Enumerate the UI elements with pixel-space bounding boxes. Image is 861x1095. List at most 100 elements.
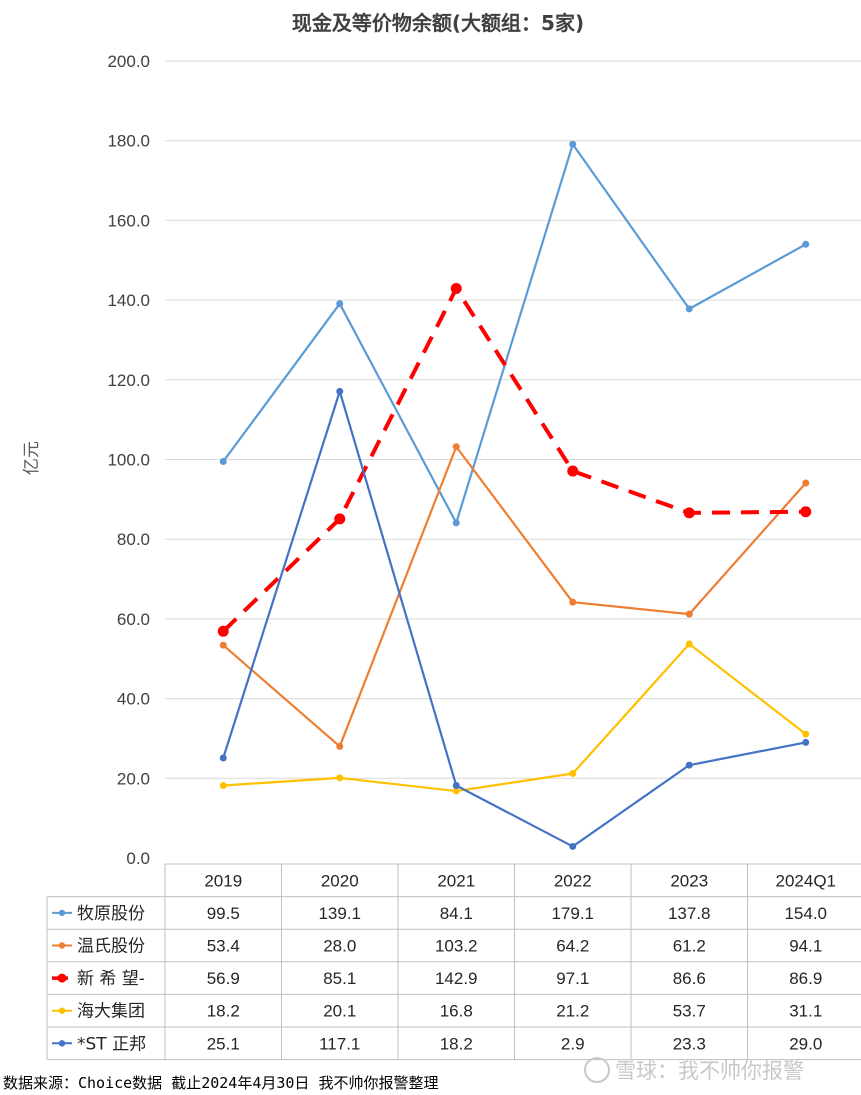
data-point <box>569 140 577 148</box>
data-point <box>567 465 579 477</box>
data-point <box>336 742 344 750</box>
y-tick-label: 160.0 <box>107 211 150 230</box>
data-label: 28.0 <box>323 937 356 956</box>
data-point <box>569 770 577 778</box>
data-point <box>802 240 810 248</box>
data-point <box>683 507 695 519</box>
data-label: 99.5 <box>207 904 240 923</box>
data-point <box>802 730 810 738</box>
y-tick-label: 140.0 <box>107 291 150 310</box>
series-line <box>222 143 807 524</box>
data-point <box>336 774 344 782</box>
x-tick-label: 2021 <box>437 871 475 890</box>
chart-title: 现金及等价物余额(大额组：5家) <box>292 11 584 35</box>
source-note: 数据来源：Choice数据 截止2024年4月30日 我不帅你报警整理 <box>3 1074 438 1092</box>
data-label: 25.1 <box>207 1034 240 1053</box>
data-point <box>685 610 693 618</box>
data-label: 86.6 <box>673 969 706 988</box>
series-line <box>222 445 807 748</box>
legend-marker-dot <box>57 973 67 983</box>
data-point <box>569 598 577 606</box>
data-point <box>685 640 693 648</box>
data-point <box>800 506 812 518</box>
watermark-text: 雪球：我不帅你报警 <box>615 1059 804 1083</box>
data-label: 2.9 <box>561 1034 585 1053</box>
data-label: 29.0 <box>789 1034 822 1053</box>
data-label: 139.1 <box>318 904 361 923</box>
data-label: 84.1 <box>440 904 473 923</box>
data-label: 53.4 <box>207 937 240 956</box>
data-label: 61.2 <box>673 937 706 956</box>
data-label: 18.2 <box>207 1002 240 1021</box>
legend-marker-dot <box>58 909 66 917</box>
data-point <box>219 457 227 465</box>
y-axis-ticks: 0.0 20.0 40.0 60.0 80.0 100.0 120.0 140.0 160.0 1… <box>107 52 150 868</box>
legend-label: *ST 正邦 <box>77 1034 146 1054</box>
x-tick-label: 2022 <box>554 871 592 890</box>
x-tick-label: 2023 <box>670 871 708 890</box>
data-point <box>452 519 460 527</box>
series-line <box>223 642 807 793</box>
data-point <box>685 305 693 313</box>
data-label: 21.2 <box>556 1002 589 1021</box>
data-label: 53.7 <box>673 1002 706 1021</box>
data-label: 142.9 <box>435 969 478 988</box>
data-point <box>336 300 344 308</box>
y-tick-label: 0.0 <box>126 849 150 868</box>
watermark-logo-icon <box>584 1057 610 1083</box>
data-label: 85.1 <box>323 969 356 988</box>
x-tick-label: 2020 <box>321 871 359 890</box>
data-point <box>219 781 227 789</box>
y-tick-label: 80.0 <box>117 530 150 549</box>
x-tick-label: 2024Q1 <box>776 871 837 890</box>
data-point <box>685 761 693 769</box>
data-label: 31.1 <box>789 1002 822 1021</box>
y-axis-label: 亿元 <box>22 441 42 475</box>
y-tick-label: 20.0 <box>117 769 150 788</box>
data-point <box>802 479 810 487</box>
data-label: 64.2 <box>556 937 589 956</box>
data-label: 20.1 <box>323 1002 356 1021</box>
data-point <box>336 387 344 395</box>
series-line <box>221 286 806 633</box>
y-tick-label: 100.0 <box>107 451 150 470</box>
y-tick-label: 40.0 <box>117 690 150 709</box>
x-tick-label: 2019 <box>204 871 242 890</box>
data-label: 23.3 <box>673 1034 706 1053</box>
data-point <box>219 754 227 762</box>
y-tick-label: 120.0 <box>107 371 150 390</box>
data-point <box>452 443 460 451</box>
legend-label: 海大集团 <box>77 1002 145 1022</box>
watermark: 雪球：我不帅你报警 <box>584 1057 804 1083</box>
legend-label: 新 希 望- <box>77 969 145 989</box>
data-point <box>802 738 810 746</box>
data-point <box>569 842 577 850</box>
data-label: 154.0 <box>784 904 827 923</box>
data-point <box>219 641 227 649</box>
data-point <box>450 283 462 295</box>
y-tick-label: 60.0 <box>117 610 150 629</box>
y-tick-label: 180.0 <box>107 132 150 151</box>
series-lines <box>217 140 812 850</box>
legend-marker-dot <box>58 1040 66 1047</box>
series-line <box>222 390 806 848</box>
data-label: 18.2 <box>440 1034 473 1053</box>
data-label: 137.8 <box>668 904 711 923</box>
data-label: 103.2 <box>435 937 478 956</box>
data-label: 179.1 <box>551 904 594 923</box>
legend-marker-dot <box>58 942 66 949</box>
legend-marker-dot <box>58 1007 66 1014</box>
legend-label: 牧原股份 <box>77 904 145 924</box>
data-point <box>452 787 460 795</box>
data-label: 86.9 <box>789 969 822 988</box>
data-label: 94.1 <box>789 937 822 956</box>
data-label: 56.9 <box>207 969 240 988</box>
y-tick-label: 200.0 <box>107 52 150 71</box>
data-label: 16.8 <box>440 1002 473 1021</box>
data-point <box>217 625 229 637</box>
data-point <box>452 781 460 789</box>
data-label: 97.1 <box>556 969 589 988</box>
legend-label: 温氏股份 <box>77 937 145 957</box>
